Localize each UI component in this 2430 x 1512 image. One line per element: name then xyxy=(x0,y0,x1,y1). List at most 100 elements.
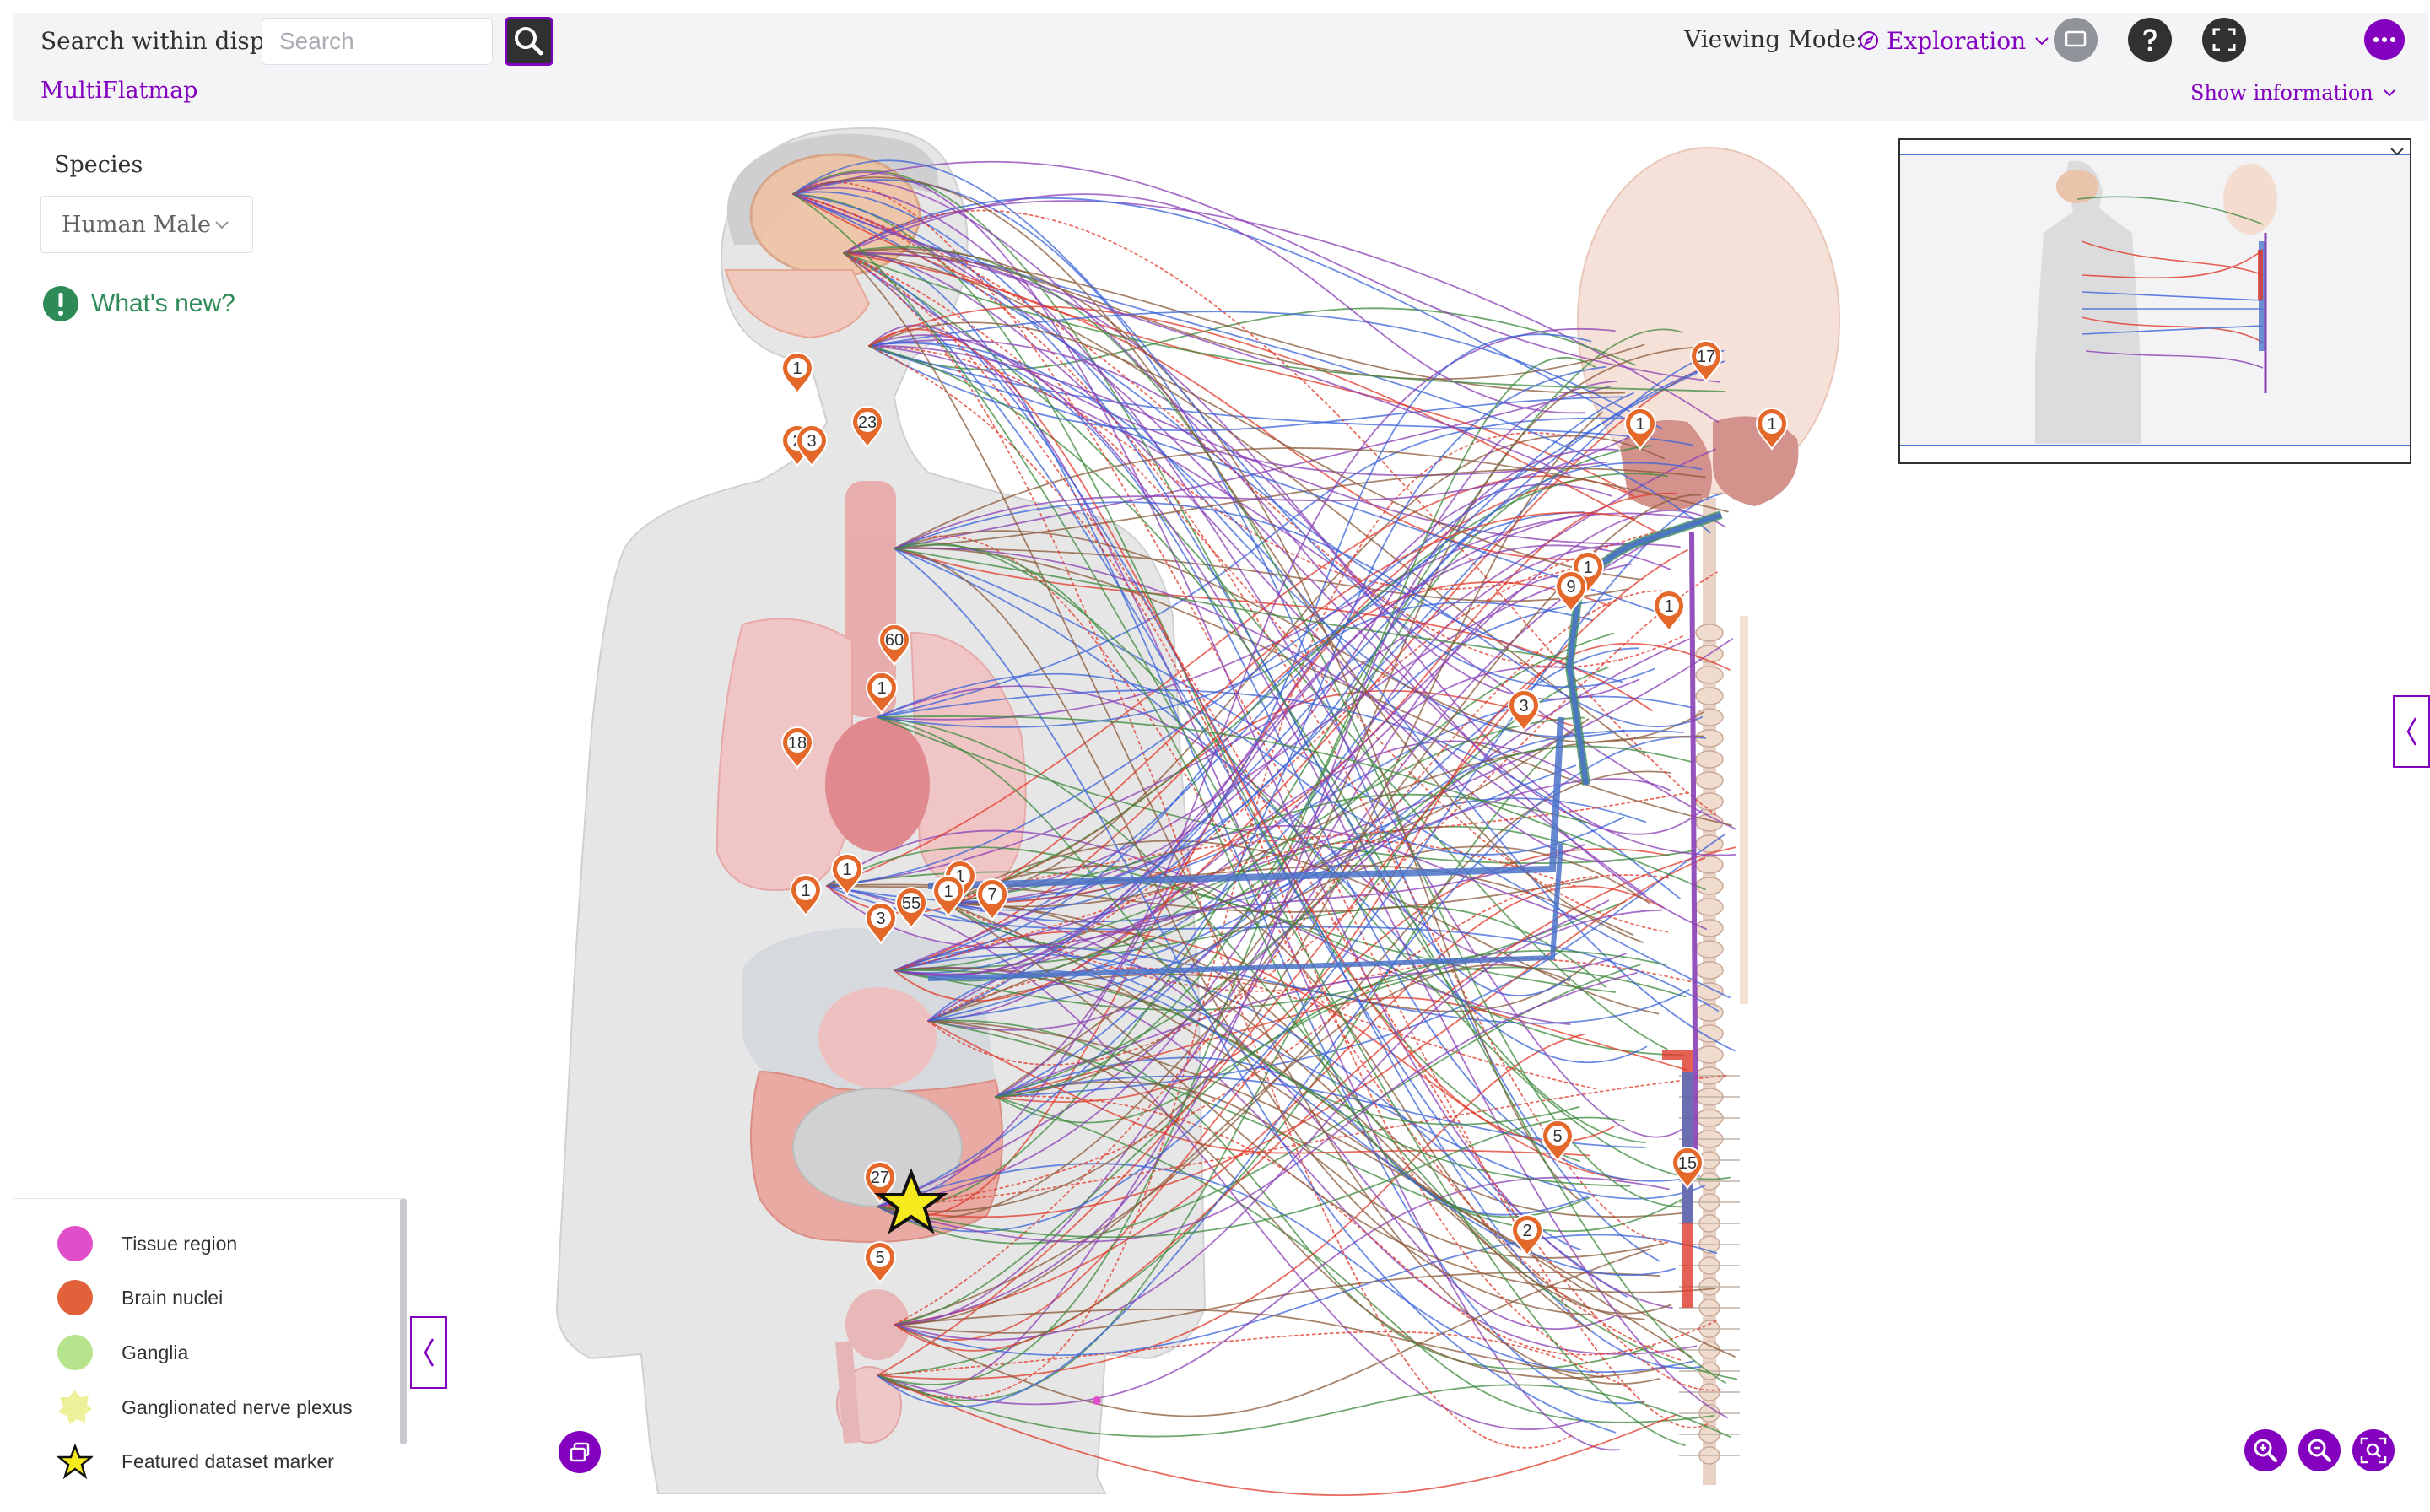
vertebra xyxy=(1698,1277,1720,1296)
nerve-path xyxy=(944,333,1592,911)
urethra xyxy=(835,1341,861,1444)
legend-item-ganglia: Ganglia xyxy=(57,1335,188,1370)
featured-dataset-star[interactable] xyxy=(873,1168,949,1234)
marker-count: 1 xyxy=(842,861,851,879)
left-drawer-toggle[interactable] xyxy=(410,1316,447,1389)
map-marker[interactable]: 23 xyxy=(850,406,884,449)
map-marker[interactable]: 7 xyxy=(975,878,1009,921)
nerve-path xyxy=(944,902,1698,992)
vertebra xyxy=(1698,1214,1720,1233)
nerve-path xyxy=(894,547,1646,896)
search-input[interactable] xyxy=(262,18,493,65)
marker-count: 5 xyxy=(1552,1127,1562,1146)
ganglia-dot xyxy=(57,1335,93,1370)
map-marker[interactable]: 9 xyxy=(1554,570,1588,613)
map-marker[interactable]: 1 xyxy=(830,853,864,896)
map-marker[interactable]: 1 xyxy=(1755,408,1789,451)
map-pin-face xyxy=(901,893,921,913)
map-pin-face xyxy=(787,732,807,753)
legend-scrollbar[interactable] xyxy=(400,1199,407,1444)
map-marker[interactable]: 18 xyxy=(780,726,814,770)
map-marker[interactable]: 1 xyxy=(1652,590,1686,633)
nerve-path xyxy=(877,392,1634,728)
search-button[interactable] xyxy=(505,17,554,66)
nerve-path xyxy=(877,548,1688,1376)
map-marker[interactable]: 1 xyxy=(865,672,899,715)
map-marker[interactable]: 1 xyxy=(1623,408,1657,451)
map-marker[interactable]: 1 xyxy=(780,352,814,395)
more-options-button[interactable] xyxy=(2364,19,2405,60)
show-information-toggle[interactable]: Show information xyxy=(2190,81,2397,105)
map-marker[interactable]: 17 xyxy=(1689,340,1723,383)
nerve-path xyxy=(843,252,1725,1391)
vertebra xyxy=(1695,898,1724,916)
nerve-path xyxy=(894,1234,1718,1356)
fullscreen-button[interactable] xyxy=(2202,18,2246,62)
zoom-out-button[interactable] xyxy=(2298,1429,2341,1472)
legend-item-featured-dataset: Featured dataset marker xyxy=(57,1444,334,1479)
map-marker[interactable]: 1 xyxy=(932,875,965,918)
nerve-path xyxy=(877,1116,1625,1239)
nerve-path xyxy=(927,1020,1693,1358)
nerve-path xyxy=(944,793,1590,904)
map-pin-face xyxy=(938,881,958,901)
map-pin-face xyxy=(1514,695,1534,716)
map-marker[interactable]: 3 xyxy=(795,424,829,467)
vertebra xyxy=(1695,877,1724,895)
nerve-path xyxy=(927,730,1684,1022)
reproductive-organs xyxy=(836,1366,902,1444)
map-marker[interactable]: 3 xyxy=(864,902,898,945)
map-pin-face xyxy=(837,859,857,879)
chevron-down-icon[interactable] xyxy=(2390,147,2405,157)
map-marker[interactable]: 3 xyxy=(1507,689,1541,732)
nerve-path xyxy=(868,341,1736,1052)
help-button[interactable] xyxy=(2128,18,2172,62)
map-marker[interactable]: 5 xyxy=(863,1241,897,1284)
nerve-path xyxy=(927,1020,1667,1379)
nerve-path xyxy=(868,345,1627,545)
marker-count: 1 xyxy=(877,679,886,698)
pathway-panel-button[interactable] xyxy=(559,1431,601,1473)
viewing-mode-label: Viewing Mode: xyxy=(1684,25,1864,53)
whats-new-link[interactable]: What's new? xyxy=(42,285,235,322)
nerve-path xyxy=(843,250,1645,381)
map-marker[interactable]: 27 xyxy=(863,1161,897,1204)
chevron-down-icon xyxy=(2035,37,2049,46)
nerve-path xyxy=(877,716,1580,1126)
more-horizontal-icon xyxy=(2373,37,2395,42)
vertebra xyxy=(1698,1341,1720,1359)
map-marker[interactable]: 60 xyxy=(878,624,911,667)
nerve-path xyxy=(995,1096,1715,1423)
viewing-mode-select[interactable]: Exploration xyxy=(1858,22,2051,59)
map-pin-face xyxy=(787,358,807,378)
nerve-path xyxy=(792,186,1683,1138)
marker-count: 18 xyxy=(788,734,807,753)
nerve-path xyxy=(944,380,1617,904)
species-value: Human Male xyxy=(62,211,211,238)
marker-count: 1 xyxy=(955,867,964,886)
nerve-path xyxy=(877,1034,1585,1380)
reset-zoom-button[interactable] xyxy=(2352,1429,2395,1472)
species-select[interactable]: Human Male xyxy=(40,196,253,253)
map-marker[interactable]: 1 xyxy=(789,874,823,917)
app-name-link[interactable]: MultiFlatmap xyxy=(40,78,198,104)
nerve-path xyxy=(894,1271,1661,1334)
map-marker[interactable]: 5 xyxy=(1541,1120,1574,1163)
nerve-path xyxy=(877,972,1638,1243)
marker-count: 3 xyxy=(807,432,816,451)
map-marker[interactable]: 2 xyxy=(1510,1214,1544,1257)
zoom-in-button[interactable] xyxy=(2244,1429,2287,1472)
map-pin-face xyxy=(1561,576,1581,597)
star-icon xyxy=(57,1444,93,1479)
nerve-path xyxy=(792,180,1707,931)
minimap[interactable] xyxy=(1898,138,2411,464)
nerve-path xyxy=(868,345,1591,1365)
marker-count: 9 xyxy=(1566,578,1575,597)
nerve-path xyxy=(995,642,1731,1104)
map-marker[interactable]: 15 xyxy=(1671,1147,1704,1190)
map-marker[interactable]: 55 xyxy=(894,887,928,930)
nerve-path xyxy=(792,193,1685,668)
background-button[interactable] xyxy=(2054,18,2098,62)
right-drawer-toggle[interactable] xyxy=(2393,695,2430,768)
vertebra xyxy=(1695,792,1724,811)
